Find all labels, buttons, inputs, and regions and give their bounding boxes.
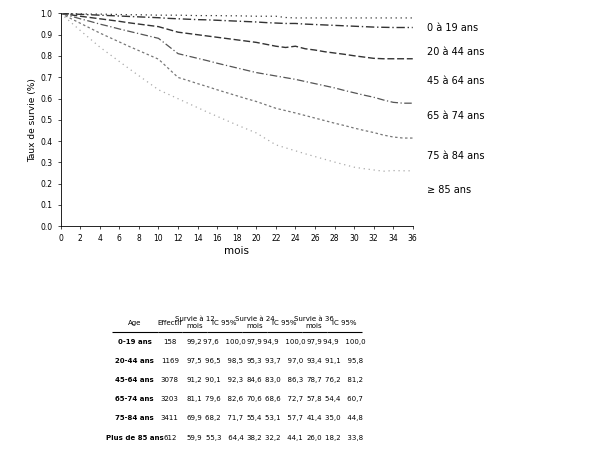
Text: ≥ 85 ans: ≥ 85 ans [427, 185, 471, 195]
X-axis label: mois: mois [224, 246, 249, 256]
Text: 20 à 44 ans: 20 à 44 ans [427, 47, 484, 57]
Text: 0 à 19 ans: 0 à 19 ans [427, 23, 478, 33]
Y-axis label: Taux de survie (%): Taux de survie (%) [29, 78, 38, 162]
Text: 65 à 74 ans: 65 à 74 ans [427, 110, 484, 120]
Text: 75 à 84 ans: 75 à 84 ans [427, 151, 484, 161]
Text: 45 à 64 ans: 45 à 64 ans [427, 76, 484, 87]
